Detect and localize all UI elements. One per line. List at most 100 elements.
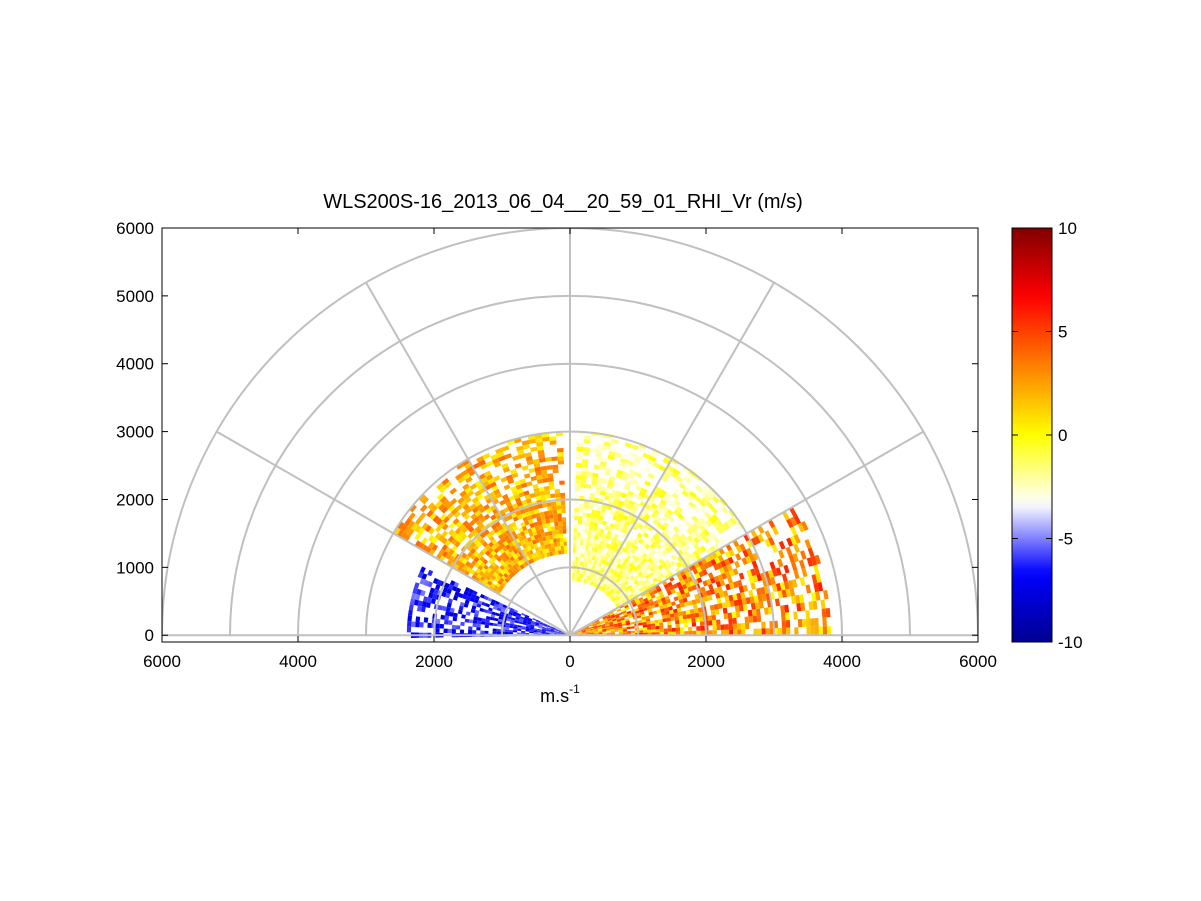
- velocity-cell: [549, 551, 553, 557]
- velocity-cell: [627, 612, 633, 617]
- velocity-cell: [699, 616, 704, 622]
- velocity-cell: [721, 506, 729, 514]
- velocity-cell: [581, 629, 586, 632]
- velocity-cell: [641, 541, 647, 547]
- velocity-cell: [572, 560, 576, 565]
- velocity-cell: [626, 555, 632, 561]
- velocity-cell: [628, 567, 634, 573]
- velocity-cell: [574, 511, 579, 517]
- velocity-cell: [790, 526, 798, 536]
- velocity-cell: [482, 573, 488, 579]
- velocity-cell: [477, 617, 482, 622]
- velocity-cell: [521, 632, 526, 635]
- velocity-cell: [596, 548, 602, 554]
- velocity-cell: [607, 548, 612, 554]
- velocity-cell: [445, 592, 451, 599]
- velocity-cell: [633, 545, 639, 551]
- velocity-cell: [483, 529, 490, 536]
- y-tick-label: 2000: [116, 490, 154, 509]
- velocity-cell: [543, 624, 548, 627]
- velocity-cell: [589, 626, 594, 629]
- velocity-cell: [605, 565, 610, 571]
- velocity-cell: [408, 512, 416, 521]
- velocity-cell: [750, 568, 757, 577]
- velocity-cell: [459, 601, 465, 607]
- velocity-cell: [664, 492, 672, 499]
- velocity-cell: [490, 582, 496, 588]
- velocity-cell: [644, 590, 650, 596]
- velocity-cell: [535, 555, 540, 561]
- velocity-cell: [599, 620, 604, 623]
- velocity-cell: [521, 525, 528, 532]
- velocity-cell: [601, 626, 606, 629]
- velocity-cell: [454, 473, 463, 481]
- velocity-cell: [538, 625, 543, 628]
- velocity-cell: [610, 584, 615, 589]
- velocity-cell: [604, 620, 609, 623]
- velocity-cell: [577, 520, 583, 525]
- velocity-cell: [757, 533, 765, 543]
- velocity-cell: [615, 578, 621, 583]
- velocity-cell: [497, 587, 503, 593]
- velocity-cell: [592, 581, 596, 587]
- velocity-cell: [553, 513, 558, 519]
- velocity-cell: [701, 496, 709, 505]
- velocity-cell: [541, 519, 547, 525]
- velocity-cell: [636, 601, 641, 606]
- velocity-cell: [524, 452, 532, 458]
- velocity-cell: [751, 560, 758, 569]
- velocity-cell: [673, 499, 681, 507]
- velocity-cell: [635, 485, 643, 492]
- velocity-cell: [470, 529, 478, 536]
- velocity-cell: [729, 582, 735, 590]
- velocity-cell: [613, 498, 620, 504]
- velocity-cell: [537, 554, 543, 560]
- velocity-cell: [476, 493, 484, 501]
- velocity-cell: [663, 528, 671, 535]
- velocity-cell: [639, 599, 645, 604]
- velocity-cell: [609, 510, 616, 516]
- velocity-cell: [544, 544, 549, 550]
- velocity-cell: [618, 631, 623, 634]
- y-tick-label: 3000: [116, 423, 154, 442]
- velocity-cell: [488, 535, 495, 542]
- velocity-cell: [588, 623, 592, 627]
- velocity-cell: [614, 561, 619, 567]
- velocity-cell: [687, 600, 693, 606]
- velocity-cell: [592, 551, 597, 557]
- velocity-cell: [542, 523, 548, 529]
- velocity-cell: [680, 631, 685, 636]
- velocity-cell: [662, 600, 667, 605]
- velocity-cell: [430, 505, 438, 513]
- velocity-field: [393, 430, 832, 638]
- velocity-cell: [686, 534, 694, 542]
- velocity-cell: [582, 447, 590, 452]
- velocity-cell: [591, 564, 596, 569]
- velocity-cell: [595, 452, 603, 458]
- velocity-cell: [594, 456, 602, 462]
- velocity-cell: [496, 451, 505, 458]
- velocity-cell: [549, 485, 555, 490]
- velocity-cell: [627, 584, 633, 590]
- velocity-cell: [631, 564, 637, 570]
- velocity-cell: [586, 632, 591, 634]
- velocity-cell: [485, 603, 490, 608]
- velocity-cell: [655, 555, 662, 562]
- velocity-cell: [439, 496, 448, 504]
- velocity-cell: [609, 594, 614, 599]
- velocity-cell: [667, 538, 675, 545]
- velocity-cell: [637, 523, 644, 530]
- velocity-cell: [485, 621, 490, 626]
- velocity-cell: [634, 598, 640, 604]
- velocity-cell: [635, 569, 641, 575]
- velocity-cell: [509, 609, 514, 614]
- velocity-cell: [501, 445, 510, 452]
- velocity-cell: [757, 594, 763, 602]
- velocity-cell: [493, 623, 498, 627]
- velocity-cell: [483, 578, 489, 584]
- velocity-cell: [416, 588, 422, 596]
- velocity-cell: [533, 462, 541, 468]
- velocity-cell: [516, 532, 522, 539]
- velocity-cell: [785, 619, 791, 628]
- velocity-cell: [680, 533, 687, 541]
